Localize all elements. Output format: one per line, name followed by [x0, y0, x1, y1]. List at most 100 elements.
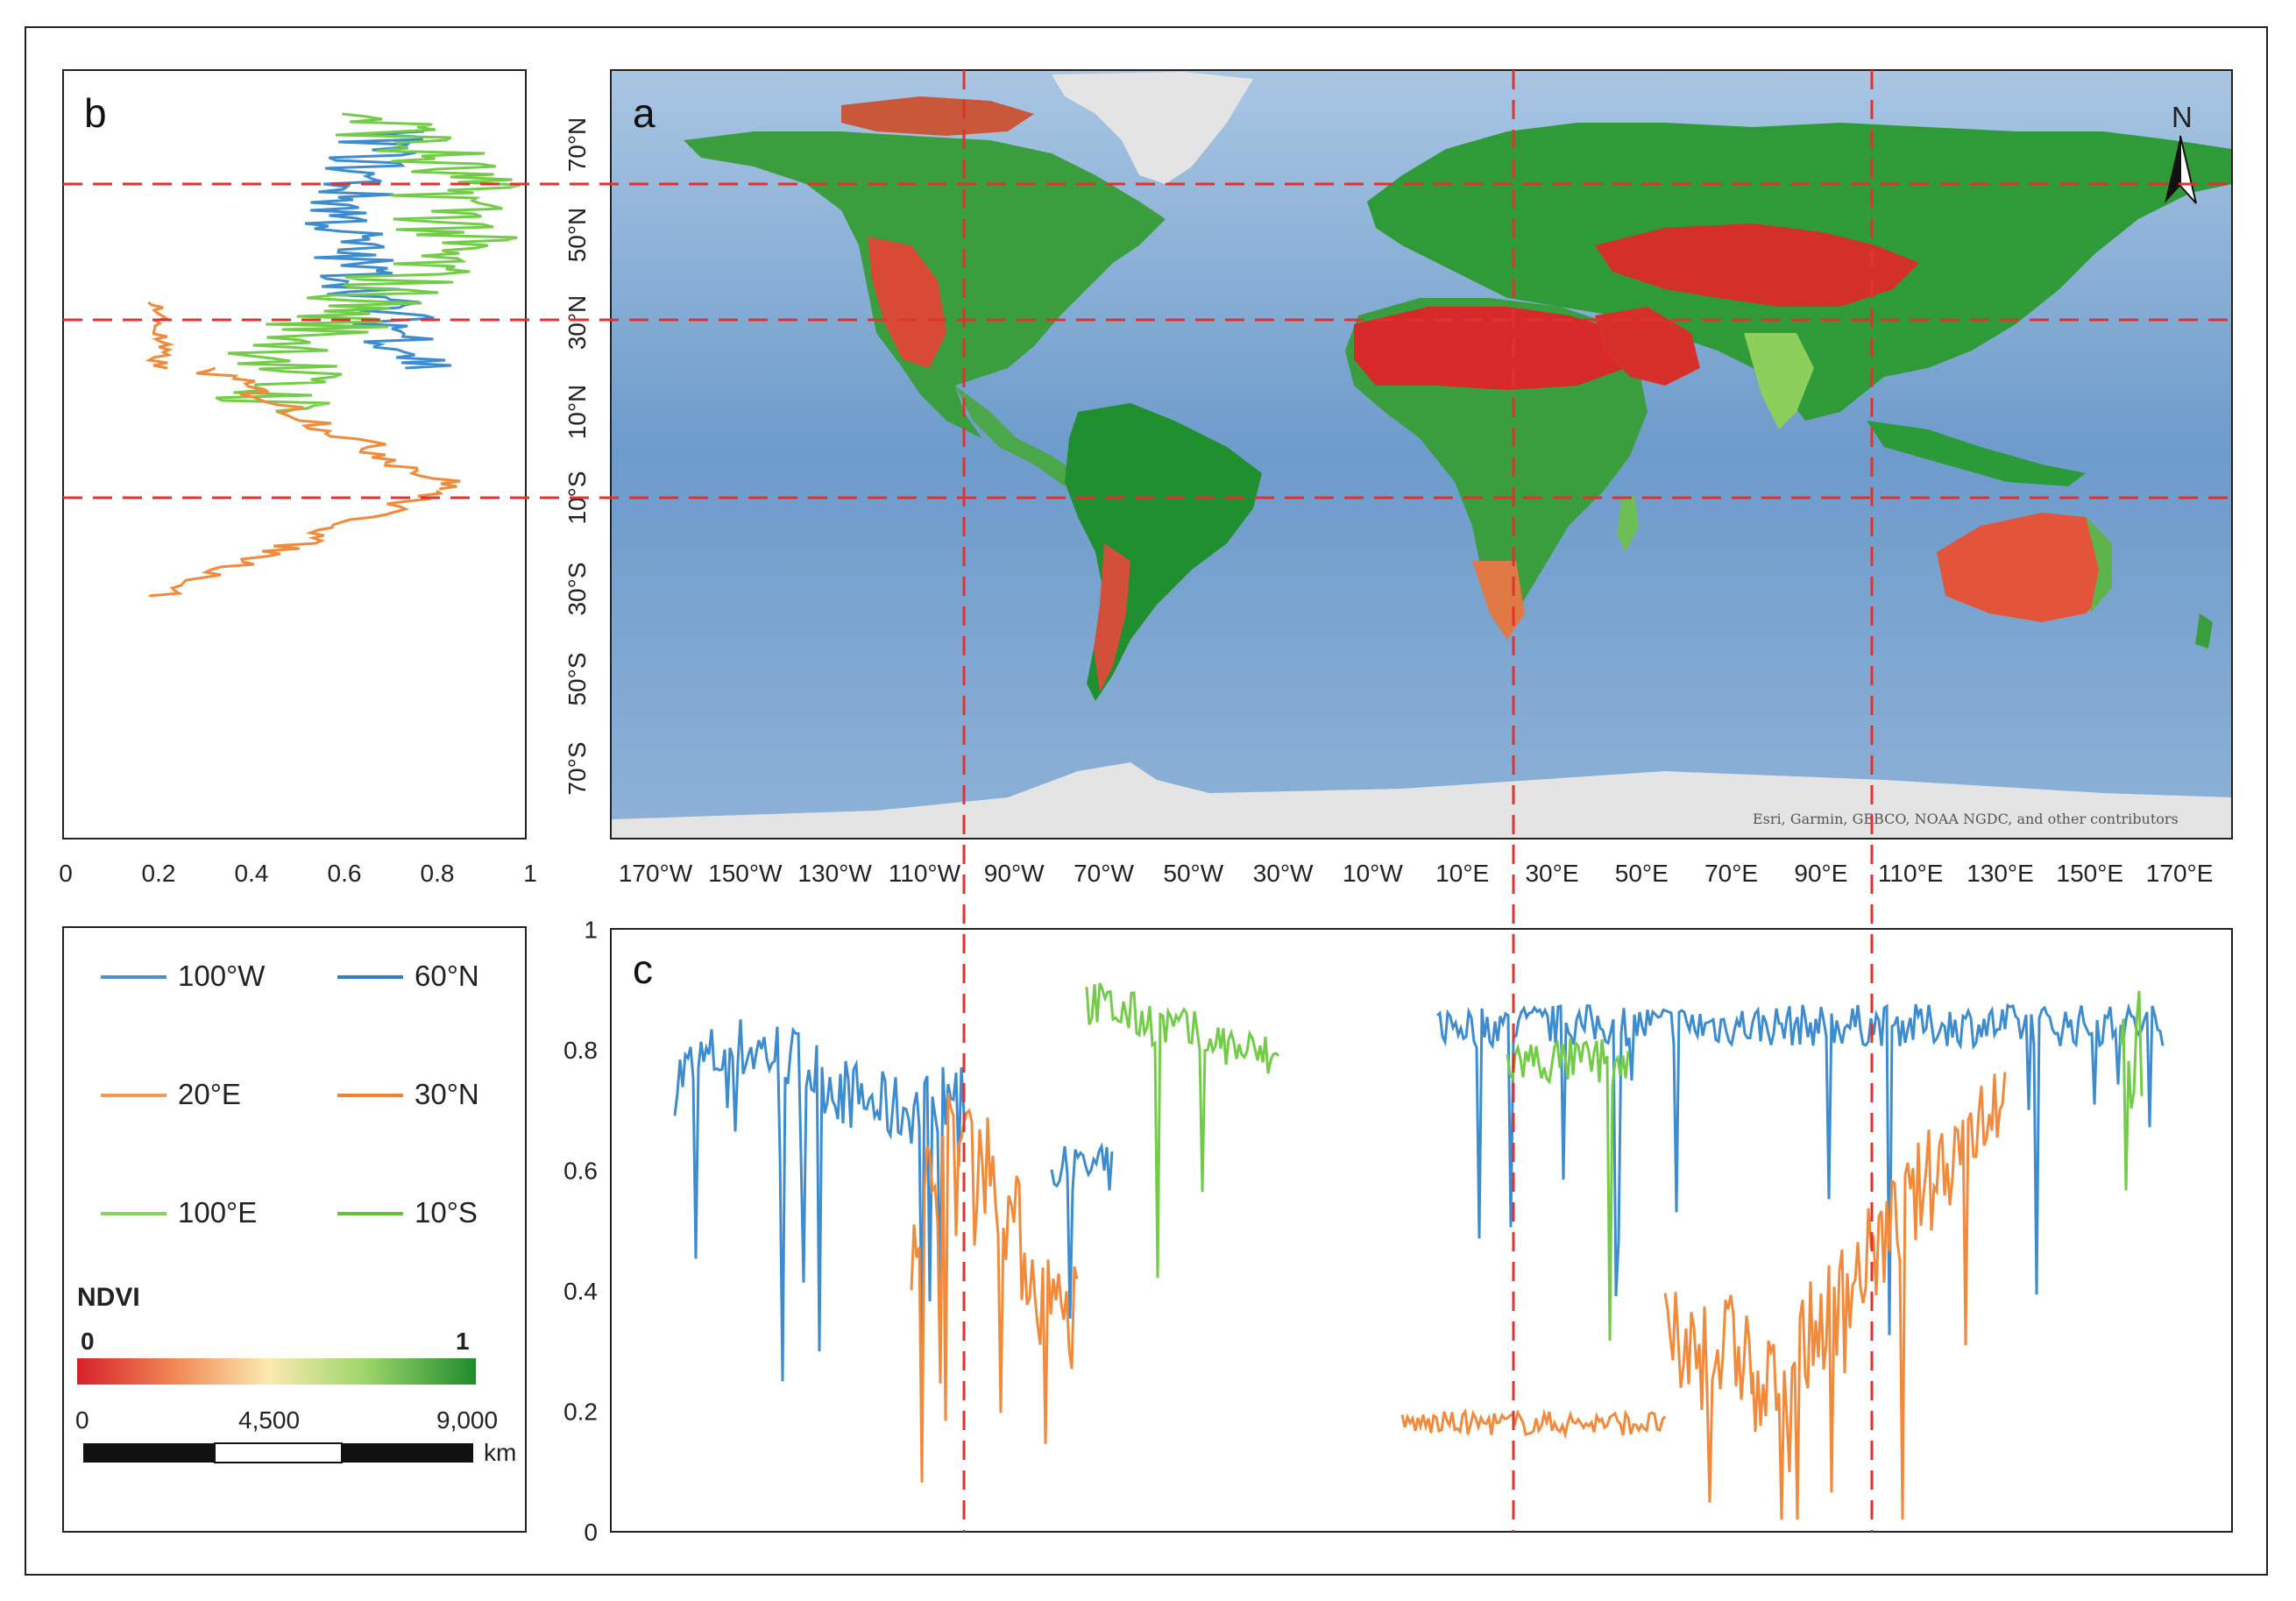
series-green-path [2119, 990, 2144, 1191]
ndvi-colorbar [77, 1358, 476, 1385]
series-blue-path [1050, 1142, 1114, 1319]
panel-c-label: c [633, 946, 653, 992]
india [1744, 333, 1814, 429]
scale-label-0: 0 [75, 1406, 89, 1434]
series-orange-path [910, 1093, 1079, 1483]
panel-a-frame [610, 69, 2233, 839]
north-arrow: N [2165, 101, 2197, 204]
north-arrow-left [2165, 136, 2180, 203]
map-credit: Esri, Garmin, GEBCO, NOAA NGDC, and othe… [1753, 811, 2179, 827]
panel-c-y-tick: 1 [584, 917, 598, 944]
lon-label: 30°W [1253, 860, 1314, 887]
panel-b-x-tick: 0 [59, 860, 73, 887]
panel-c-y-tick: 0.4 [563, 1278, 598, 1305]
panel-b-x-tick: 0.6 [328, 860, 362, 887]
new-zealand [2195, 613, 2213, 648]
profile-green [215, 112, 521, 413]
lon-label: 150°W [708, 860, 783, 887]
australia [1937, 513, 2112, 622]
lon-label: 70°E [1704, 860, 1758, 887]
se-asia-islands [1867, 421, 2086, 486]
panel-b-x-tick: 0.2 [142, 860, 176, 887]
series-blue [673, 1002, 2165, 1382]
panel-c-y-tick: 0.2 [563, 1399, 598, 1426]
lat-label: 70°N [563, 117, 591, 173]
panel-b: b 0 0.2 0.4 0.6 0.8 1 [59, 69, 537, 887]
panel-a-map: 70°N50°N30°N10°N10°S30°S50°S70°S 170°W 15… [563, 69, 2233, 887]
lon-label: 110°E [1878, 860, 1944, 887]
central-asia-arid [1595, 223, 1919, 307]
panel-b-label: b [84, 90, 107, 136]
profile-orange [145, 301, 461, 598]
series-blue-path [673, 1019, 966, 1382]
panel-b-x-tick: 0.4 [235, 860, 269, 887]
canadian-arctic [841, 96, 1034, 136]
series-orange-path [1663, 1292, 1754, 1503]
series-orange-path [1400, 1407, 1667, 1440]
transect-lines [63, 70, 2232, 1532]
scale-bar-seg-3 [342, 1443, 473, 1463]
longitude-labels: 170°W 150°W 130°W 110°W 90°W 70°W 50°W 30°W 10°W… [619, 860, 2214, 887]
panel-b-series [145, 112, 521, 598]
sahara [1354, 307, 1626, 390]
profile-blue-path [304, 130, 452, 370]
series-blue-path [1436, 1002, 2165, 1335]
ndvi-max: 1 [456, 1328, 470, 1355]
legend-label: 60°N [415, 960, 479, 992]
lon-label: 10°E [1435, 860, 1489, 887]
lon-label: 170°W [619, 860, 693, 887]
panel-c: c 0 0.2 0.4 0.6 0.8 1 [563, 917, 2233, 1547]
north-america-arid [868, 237, 946, 368]
australia-east-green [2086, 517, 2112, 613]
scale-bar-seg-2 [214, 1442, 343, 1463]
legend-label: 30°N [415, 1078, 479, 1110]
scale-bar-seg-1 [83, 1443, 215, 1463]
lon-label: 90°W [984, 860, 1045, 887]
scale-label-4500: 4,500 [238, 1406, 300, 1434]
profile-orange-path [148, 489, 444, 598]
scale-label-9000: 9,000 [436, 1406, 498, 1434]
legend-label: 10°S [415, 1196, 478, 1229]
land-masses [611, 72, 2232, 839]
lon-label: 50°E [1615, 860, 1669, 887]
madagascar [1617, 495, 1639, 552]
panel-c-y-tick: 0.8 [563, 1037, 598, 1064]
lat-label: 70°S [563, 741, 591, 795]
panel-b-frame [62, 69, 527, 839]
series-green-path [1506, 1038, 1630, 1341]
panel-a-label-text: a [633, 90, 655, 136]
profile-green-path [215, 112, 521, 413]
series-orange-path [1751, 1072, 2007, 1520]
southern-africa-arid [1472, 561, 1525, 640]
lon-label: 90°E [1794, 860, 1847, 887]
antarctica [611, 762, 2232, 839]
north-arrow-label: N [2172, 101, 2193, 133]
scale-unit: km [484, 1439, 516, 1466]
legend-items: 100°W 60°N 20°E 30°N 100°E 10°S [101, 960, 479, 1229]
ndvi-min: 0 [81, 1328, 95, 1355]
legend-frame [62, 926, 527, 1533]
legend-label: 100°W [178, 960, 266, 992]
profile-orange-path [195, 366, 461, 491]
profile-blue [304, 130, 452, 370]
lon-label: 130°E [1966, 860, 2034, 887]
lon-label: 70°W [1074, 860, 1134, 887]
lon-label: 130°W [797, 860, 872, 887]
series-orange [910, 1072, 2007, 1520]
latitude-labels: 70°N50°N30°N10°N10°S30°S50°S70°S [563, 117, 591, 796]
lon-label: 30°E [1525, 860, 1578, 887]
panel-b-x-tick: 1 [523, 860, 537, 887]
lon-label: 110°W [889, 860, 961, 887]
lat-label: 30°S [563, 562, 591, 615]
ndvi-title: NDVI [77, 1283, 140, 1312]
panel-c-y-ticks: 0 0.2 0.4 0.6 0.8 1 [563, 917, 598, 1547]
lat-label: 30°N [563, 295, 591, 351]
legend-label: 20°E [178, 1078, 241, 1110]
lat-label: 50°N [563, 208, 591, 263]
central-america [955, 386, 1078, 486]
legend-panel: 100°W 60°N 20°E 30°N 100°E 10°S NDVI 0 1 0 4,… [62, 926, 527, 1533]
lon-label: 170°E [2146, 860, 2214, 887]
lat-label: 10°N [563, 385, 591, 440]
panel-b-x-tick: 0.8 [421, 860, 455, 887]
